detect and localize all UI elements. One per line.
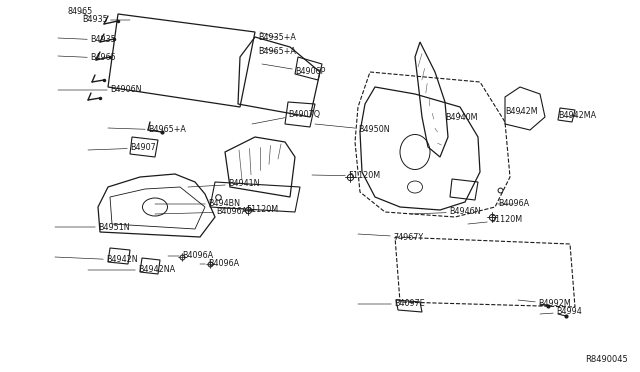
- Text: B4906N: B4906N: [58, 86, 141, 94]
- Text: B4965+A: B4965+A: [108, 125, 186, 135]
- Text: B4941N: B4941N: [188, 180, 259, 189]
- Text: B4935+A: B4935+A: [258, 32, 296, 42]
- Text: B4096A: B4096A: [200, 260, 239, 269]
- Text: 51120M: 51120M: [468, 215, 522, 224]
- Text: B4965: B4965: [58, 54, 116, 62]
- Text: B4096A: B4096A: [155, 208, 247, 217]
- Text: B4906P: B4906P: [262, 64, 325, 77]
- Text: B4946N: B4946N: [410, 208, 481, 217]
- Text: 84965: 84965: [68, 7, 93, 17]
- Text: B4935: B4935: [58, 35, 116, 45]
- Text: 51120M: 51120M: [218, 205, 278, 214]
- Text: B4942M: B4942M: [505, 108, 538, 116]
- Text: B494BN: B494BN: [155, 199, 240, 208]
- Text: B4942NA: B4942NA: [88, 266, 175, 275]
- Text: B4965+A: B4965+A: [258, 47, 296, 57]
- Text: B4907: B4907: [88, 144, 156, 153]
- Text: B4940M: B4940M: [445, 112, 477, 122]
- Text: B4935: B4935: [82, 16, 130, 25]
- Text: B4942N: B4942N: [55, 256, 138, 264]
- Text: B4942MA: B4942MA: [558, 110, 596, 119]
- Text: B4950N: B4950N: [315, 124, 390, 135]
- Text: 74967Y: 74967Y: [358, 232, 423, 241]
- Text: R8490045: R8490045: [585, 355, 628, 364]
- Text: B4097E: B4097E: [358, 299, 425, 308]
- Text: B4994: B4994: [540, 308, 582, 317]
- Text: B4096A: B4096A: [168, 251, 213, 260]
- Text: B4907Q: B4907Q: [252, 109, 320, 124]
- Text: B4992M: B4992M: [518, 299, 571, 308]
- Text: B4951N: B4951N: [55, 222, 130, 231]
- Text: 51120M: 51120M: [312, 171, 380, 180]
- Text: B4096A: B4096A: [498, 199, 529, 208]
